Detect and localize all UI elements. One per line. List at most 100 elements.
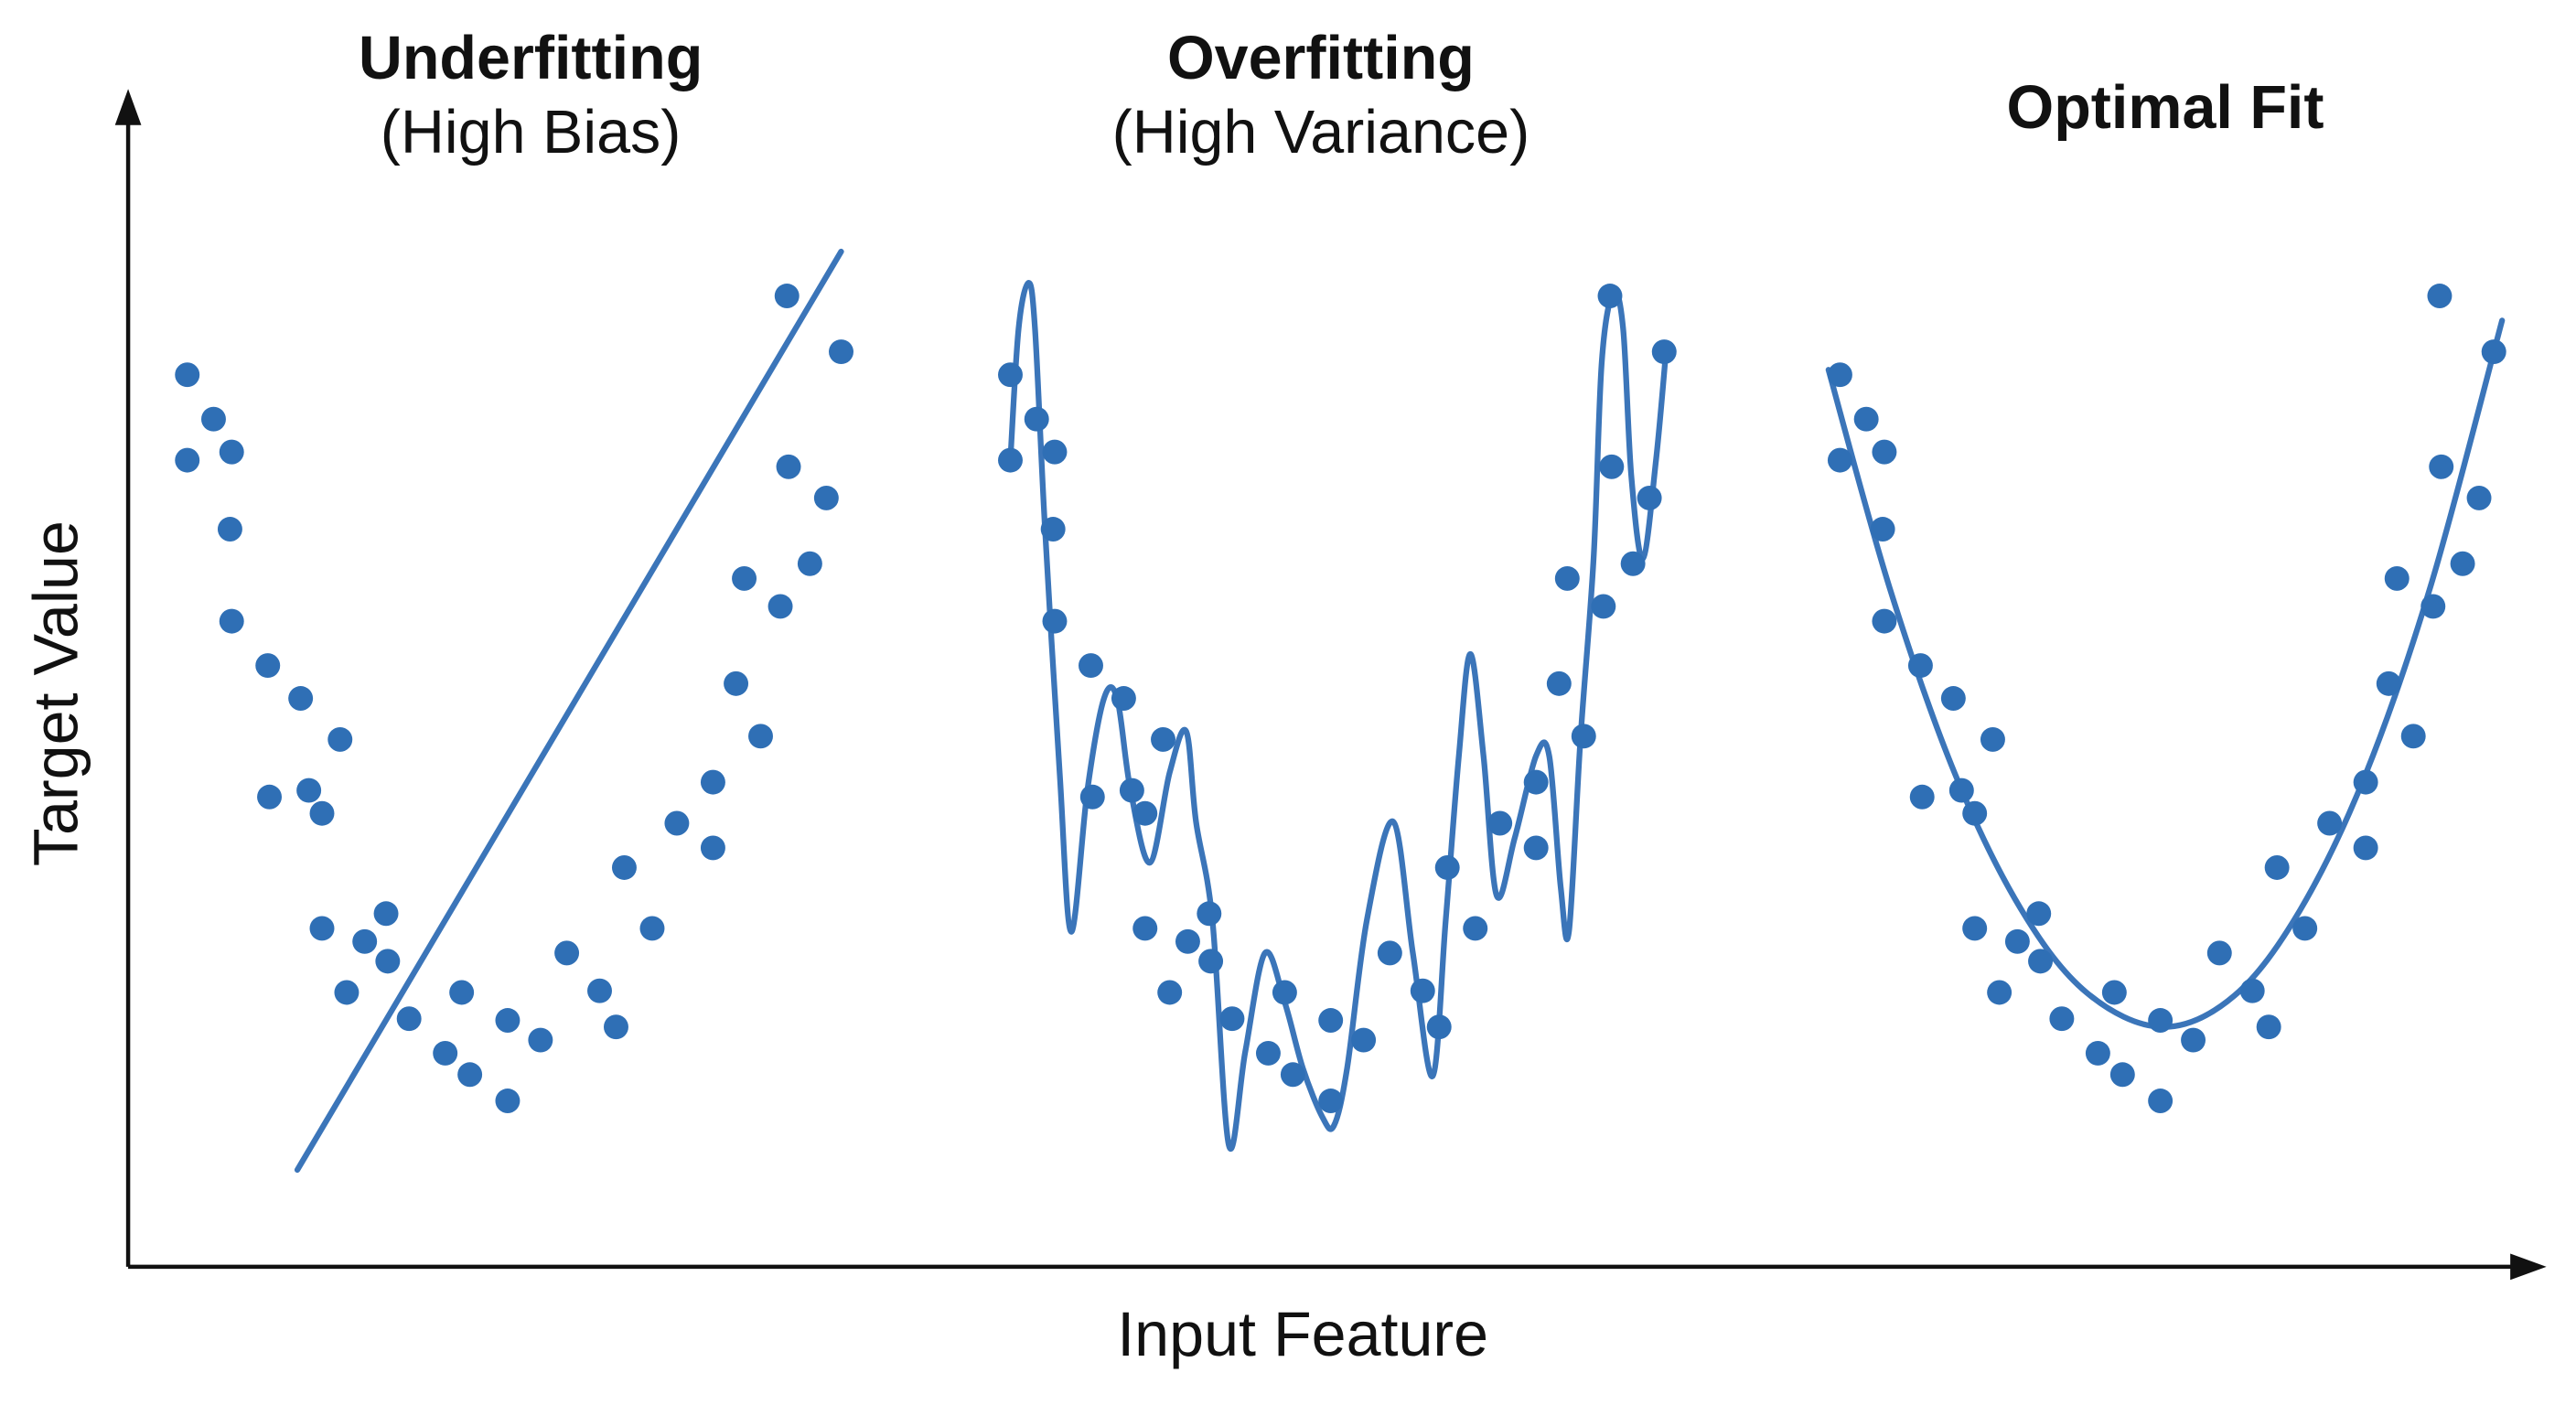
data-point bbox=[2206, 940, 2232, 966]
data-point bbox=[1426, 1014, 1452, 1040]
data-point bbox=[2292, 916, 2318, 941]
data-point bbox=[352, 928, 378, 954]
data-point bbox=[813, 485, 839, 510]
data-point bbox=[1571, 724, 1596, 749]
data-point bbox=[1079, 784, 1105, 810]
data-point bbox=[2429, 454, 2454, 479]
data-point bbox=[2148, 1008, 2174, 1033]
data-point bbox=[2420, 594, 2446, 619]
data-point bbox=[495, 1089, 521, 1113]
data-point bbox=[1980, 726, 2005, 752]
data-point bbox=[296, 778, 322, 803]
data-point bbox=[2049, 1006, 2075, 1032]
data-point bbox=[1962, 800, 1988, 826]
data-point bbox=[201, 406, 226, 432]
data-point bbox=[2400, 724, 2426, 749]
data-point bbox=[2450, 551, 2475, 576]
data-point bbox=[774, 284, 800, 308]
data-point bbox=[2384, 565, 2410, 591]
panel-title: Overfitting bbox=[1167, 25, 1475, 92]
data-point bbox=[1948, 778, 1974, 803]
data-point bbox=[1546, 670, 1572, 696]
data-point bbox=[2109, 1062, 2135, 1088]
data-point bbox=[604, 1014, 628, 1040]
data-point bbox=[1157, 980, 1183, 1005]
data-point bbox=[2264, 855, 2290, 880]
data-point bbox=[433, 1040, 458, 1066]
data-point bbox=[288, 686, 314, 711]
data-point bbox=[767, 594, 793, 619]
data-point bbox=[1219, 1006, 1245, 1032]
data-point bbox=[2148, 1089, 2174, 1113]
data-point bbox=[2466, 485, 2492, 510]
data-point bbox=[1523, 835, 1549, 861]
data-point bbox=[2376, 670, 2401, 696]
data-point bbox=[1042, 439, 1068, 465]
data-point bbox=[2353, 769, 2378, 795]
data-point bbox=[2239, 978, 2265, 1003]
data-point bbox=[1597, 284, 1623, 308]
data-point bbox=[998, 362, 1023, 388]
data-point bbox=[1940, 686, 1966, 711]
data-point bbox=[219, 439, 244, 465]
data-point bbox=[1987, 980, 2012, 1005]
data-point bbox=[1434, 855, 1460, 880]
data-point bbox=[375, 949, 401, 974]
data-point bbox=[1962, 916, 1988, 941]
data-point bbox=[1151, 726, 1175, 752]
data-point bbox=[1827, 362, 1852, 388]
data-point bbox=[2317, 810, 2343, 836]
data-point bbox=[2026, 901, 2052, 927]
data-point bbox=[2085, 1040, 2110, 1066]
data-point bbox=[1377, 940, 1402, 966]
data-point bbox=[1554, 565, 1580, 591]
data-point bbox=[1318, 1008, 1344, 1033]
axes bbox=[125, 108, 2528, 1270]
data-point bbox=[1318, 1089, 1344, 1113]
data-point bbox=[1198, 949, 1224, 974]
data-point bbox=[2028, 949, 2053, 974]
fit-line bbox=[1007, 279, 1669, 1152]
data-point bbox=[732, 565, 757, 591]
panel-title: Underfitting bbox=[359, 25, 703, 92]
data-point bbox=[255, 653, 281, 679]
data-point bbox=[1119, 778, 1144, 803]
data-point bbox=[175, 447, 200, 473]
x-axis-arrow bbox=[2510, 1253, 2547, 1281]
data-point bbox=[700, 769, 725, 795]
data-point bbox=[1197, 901, 1222, 927]
data-point bbox=[1272, 980, 1297, 1005]
data-point bbox=[1132, 916, 1158, 941]
plot-area: Underfitting (High Bias) Overfitting (High … bbox=[175, 25, 2506, 1174]
data-point bbox=[2481, 339, 2506, 365]
data-point bbox=[1040, 517, 1066, 542]
data-point bbox=[373, 901, 399, 927]
data-point bbox=[257, 784, 282, 810]
data-point bbox=[1651, 339, 1677, 365]
data-point bbox=[1410, 978, 1435, 1003]
data-point bbox=[1132, 800, 1158, 826]
data-point bbox=[1175, 928, 1200, 954]
data-point bbox=[1853, 406, 1879, 432]
data-point bbox=[1463, 916, 1488, 941]
data-point bbox=[611, 855, 637, 880]
y-axis-label: Target Value bbox=[21, 520, 91, 866]
data-point bbox=[309, 916, 335, 941]
data-point bbox=[1079, 653, 1103, 679]
data-point bbox=[334, 980, 360, 1005]
y-axis-arrow bbox=[114, 89, 142, 125]
data-point bbox=[495, 1008, 521, 1033]
data-point bbox=[1909, 784, 1935, 810]
data-point bbox=[1591, 594, 1616, 619]
data-point bbox=[554, 940, 580, 966]
data-point bbox=[1870, 517, 1895, 542]
data-point bbox=[457, 1062, 483, 1088]
data-point bbox=[217, 517, 242, 542]
data-point bbox=[449, 980, 475, 1005]
data-point bbox=[1280, 1062, 1305, 1088]
data-point bbox=[639, 916, 665, 941]
data-point bbox=[309, 800, 335, 826]
data-point bbox=[1351, 1027, 1377, 1053]
data-point bbox=[797, 551, 822, 576]
